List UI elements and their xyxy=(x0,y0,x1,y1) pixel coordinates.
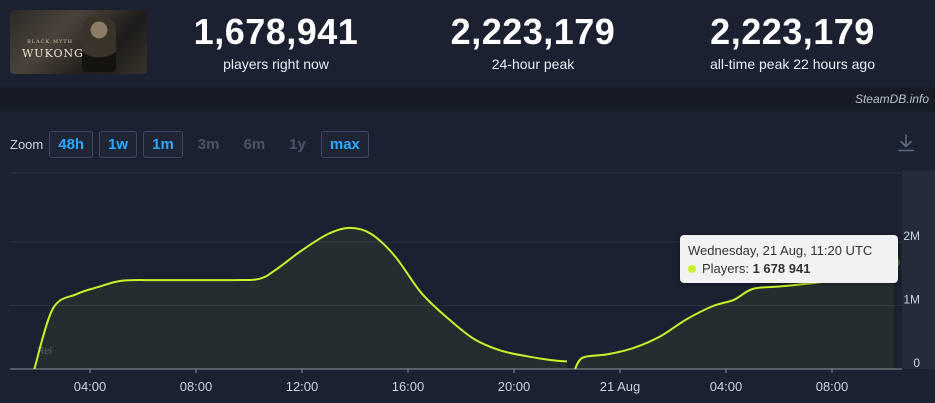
game-logo-subtext: BLACK MYTH xyxy=(27,39,73,45)
stat-label: players right now xyxy=(223,56,329,72)
stat-all-time-peak: 2,223,179 all-time peak 22 hours ago xyxy=(690,11,895,73)
tooltip-series-label: Players: xyxy=(702,261,749,276)
zoom-48h-button[interactable]: 48h xyxy=(49,131,94,158)
chart-series xyxy=(33,226,900,370)
tooltip-value: 1 678 941 xyxy=(752,261,811,276)
zoom-3m-button: 3m xyxy=(197,136,220,153)
y-tick-label: 1M xyxy=(903,293,920,307)
stat-label: all-time peak 22 hours ago xyxy=(710,56,875,72)
x-axis-ticks: 04:00 08:00 12:00 16:00 20:00 21 Aug 04:00 08:0… xyxy=(74,369,849,394)
zoom-1w-button[interactable]: 1w xyxy=(99,131,138,158)
stat-value: 1,678,941 xyxy=(193,11,359,52)
zoom-max-button[interactable]: max xyxy=(320,131,369,158)
game-logo: BLACK MYTH WUKONG xyxy=(22,36,83,60)
series-area xyxy=(34,227,568,369)
tooltip-date: Wednesday, 21 Aug, 11:20 UTC xyxy=(688,243,873,258)
x-tick-label: 21 Aug xyxy=(600,379,641,394)
series-area xyxy=(574,262,894,369)
chart-tooltip: Wednesday, 21 Aug, 11:20 UTC Players: 1 … xyxy=(680,235,898,283)
x-tick-label: 04:00 xyxy=(74,379,107,394)
stat-label: 24-hour peak xyxy=(491,56,575,72)
zoom-controls: Zoom 48h 1w 1m 3m 6m 1y max xyxy=(10,131,375,158)
y-axis-panel xyxy=(902,170,935,369)
x-tick-label: 04:00 xyxy=(710,379,743,394)
game-logo-text: WUKONG xyxy=(22,47,84,60)
stat-value: 2,223,179 xyxy=(450,11,616,52)
x-tick-label: 08:00 xyxy=(180,379,213,394)
series-color-dot xyxy=(688,265,696,273)
zoom-label: Zoom xyxy=(10,137,44,152)
steamdb-credit[interactable]: SteamDB.info xyxy=(854,92,929,106)
y-tick-label: 2M xyxy=(903,229,920,243)
download-icon[interactable] xyxy=(896,133,916,153)
stats-header: BLACK MYTH WUKONG 1,678,941 players righ… xyxy=(0,0,935,87)
zoom-6m-button: 6m xyxy=(243,136,266,153)
game-thumbnail[interactable]: BLACK MYTH WUKONG xyxy=(10,10,147,74)
x-tick-label: 08:00 xyxy=(816,379,849,394)
tooltip-value-row: Players: 1 678 941 xyxy=(688,261,810,276)
x-tick-label: 16:00 xyxy=(392,379,425,394)
x-tick-label: 20:00 xyxy=(498,379,531,394)
series-line xyxy=(33,226,568,370)
release-flag-icon: Rel xyxy=(37,346,52,357)
stat-value: 2,223,179 xyxy=(710,11,875,52)
y-axis-ticks: 0 1M 2M xyxy=(903,229,920,370)
stat-24h-peak: 2,223,179 24-hour peak xyxy=(445,11,621,73)
stat-current-players: 1,678,941 players right now xyxy=(190,11,362,73)
zoom-1y-button: 1y xyxy=(289,136,306,153)
x-tick-label: 12:00 xyxy=(286,379,319,394)
player-count-chart[interactable]: Rel 0 1M 2M 04:00 08:00 12:00 16:00 20:00 21 Au… xyxy=(0,170,935,403)
game-character-art xyxy=(82,16,116,72)
zoom-1m-button[interactable]: 1m xyxy=(143,131,183,158)
credit-strip: SteamDB.info xyxy=(0,87,935,111)
y-tick-label: 0 xyxy=(913,356,920,370)
